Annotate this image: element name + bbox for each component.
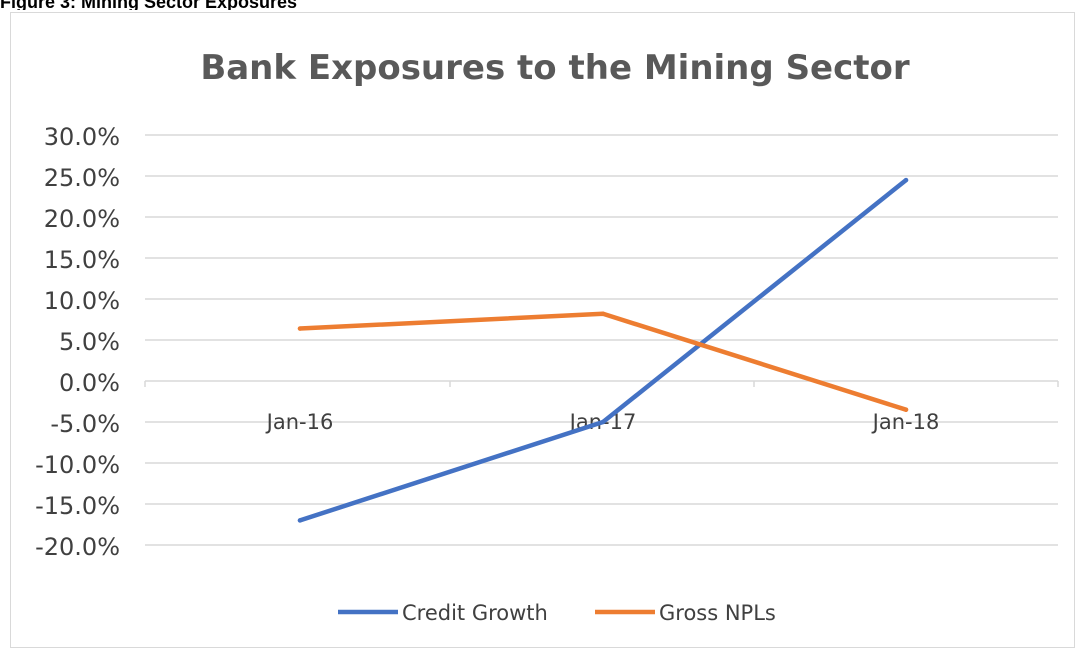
series	[297, 177, 909, 523]
y-tick-label: -5.0%	[50, 410, 120, 438]
legend-label-credit-growth: Credit Growth	[402, 601, 548, 625]
gridlines	[145, 134, 1058, 546]
data-point-credit-growth	[903, 177, 909, 183]
y-axis-ticks: 30.0% 25.0% 20.0% 15.0% 10.0% 5.0% 0.0% -5.0% -1…	[35, 123, 120, 561]
x-tick-label: Jan-18	[871, 410, 940, 434]
legend-label-gross-npls: Gross NPLs	[659, 601, 776, 625]
data-point-gross-npls	[903, 407, 909, 412]
x-tick-label: Jan-16	[265, 410, 334, 434]
y-tick-label: 15.0%	[44, 246, 120, 274]
x-axis-ticks: Jan-16 Jan-17 Jan-18	[265, 410, 940, 434]
y-tick-label: -10.0%	[35, 451, 120, 479]
y-tick-label: 10.0%	[44, 287, 120, 315]
series-line-credit-growth	[297, 177, 909, 523]
y-tick-label: -15.0%	[35, 492, 120, 520]
chart-title: Bank Exposures to the Mining Sector	[200, 48, 910, 88]
y-tick-label: 25.0%	[44, 164, 120, 192]
y-tick-label: 5.0%	[59, 328, 120, 356]
data-point-credit-growth	[297, 518, 303, 523]
chart-frame	[10, 12, 1075, 648]
legend: Credit Growth Gross NPLs	[338, 601, 776, 625]
figure-caption-cut: Figure 3: Mining Sector Exposures	[0, 0, 1084, 10]
data-point-credit-growth	[600, 419, 606, 425]
data-point-gross-npls	[297, 326, 303, 331]
series-line-gross-npls	[297, 311, 909, 412]
figure-caption: Figure 3: Mining Sector Exposures	[0, 0, 298, 10]
data-point-gross-npls	[600, 311, 606, 316]
y-tick-label: -20.0%	[35, 533, 120, 561]
y-tick-label: 20.0%	[44, 205, 120, 233]
y-tick-label: 30.0%	[44, 123, 120, 151]
y-tick-label: 0.0%	[59, 369, 120, 397]
x-axis-line	[144, 380, 1059, 387]
